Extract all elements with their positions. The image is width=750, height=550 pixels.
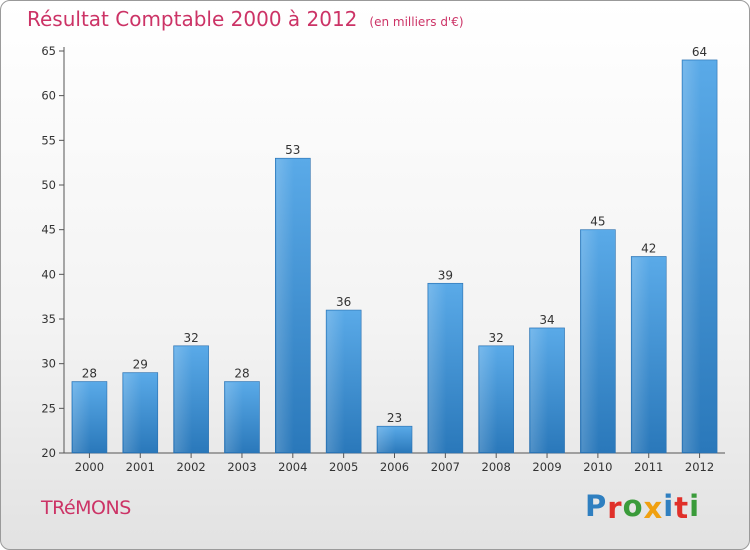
bar-highlight — [683, 60, 701, 452]
logo-letter: i — [663, 489, 675, 523]
x-tick-label: 2010 — [583, 460, 612, 474]
bar-value-label: 36 — [336, 295, 351, 309]
bar-value-label: 42 — [641, 241, 656, 255]
x-tick-label: 2012 — [685, 460, 714, 474]
x-tick-label: 2008 — [482, 460, 511, 474]
bar-highlight — [378, 427, 396, 452]
bar-highlight — [581, 230, 599, 452]
bar-value-label: 64 — [692, 45, 707, 59]
bar-highlight — [479, 346, 498, 452]
x-tick-label: 2007 — [431, 460, 460, 474]
bar-value-label: 28 — [234, 367, 249, 381]
logo-letter: t — [674, 491, 690, 525]
y-tick-label: 25 — [41, 401, 56, 415]
bar-highlight — [72, 382, 91, 452]
y-tick-label: 65 — [41, 44, 56, 58]
bar-value-label: 29 — [133, 358, 148, 372]
x-tick-label: 2004 — [278, 460, 307, 474]
bar-value-label: 32 — [183, 331, 198, 345]
bar-highlight — [530, 328, 549, 452]
y-tick-label: 30 — [41, 357, 56, 371]
y-tick-label: 60 — [41, 89, 56, 103]
bar-value-label: 32 — [489, 331, 504, 345]
x-tick-label: 2003 — [227, 460, 256, 474]
bar-value-label: 23 — [387, 411, 402, 425]
x-tick-label: 2005 — [329, 460, 358, 474]
logo-letter: P — [585, 489, 608, 523]
bar-highlight — [174, 346, 193, 452]
y-tick-label: 20 — [41, 446, 56, 460]
x-tick-label: 2001 — [126, 460, 155, 474]
x-tick-label: 2011 — [634, 460, 663, 474]
logo-letter: r — [607, 491, 623, 525]
y-tick-label: 55 — [41, 133, 56, 147]
y-tick-label: 35 — [41, 312, 56, 326]
y-tick-label: 50 — [41, 178, 56, 192]
bar-value-label: 53 — [285, 143, 300, 157]
bar-highlight — [632, 257, 650, 452]
bar-value-label: 28 — [82, 367, 97, 381]
x-tick-label: 2000 — [75, 460, 104, 474]
bar-highlight — [123, 373, 142, 452]
proxiti-logo[interactable]: Proxiti — [585, 489, 701, 525]
y-tick-label: 40 — [41, 267, 56, 281]
logo-letter: i — [689, 489, 701, 523]
x-tick-label: 2002 — [176, 460, 205, 474]
x-tick-label: 2009 — [532, 460, 561, 474]
bar-highlight — [225, 382, 243, 452]
logo-letter: o — [622, 489, 644, 523]
bar-highlight — [327, 311, 345, 452]
y-tick-label: 45 — [41, 223, 56, 237]
bar-highlight — [428, 284, 447, 452]
bar-value-label: 39 — [438, 268, 453, 282]
x-tick-label: 2006 — [380, 460, 409, 474]
chart-title: Résultat Comptable 2000 à 2012 — [27, 7, 358, 31]
bar-value-label: 45 — [590, 215, 605, 229]
logo-letter: x — [643, 491, 664, 525]
bar-value-label: 34 — [539, 313, 554, 327]
bar-highlight — [276, 159, 294, 452]
chart-subtitle: (en milliers d'€) — [369, 15, 464, 29]
commune-name: TRéMONS — [41, 497, 131, 519]
title-row: Résultat Comptable 2000 à 2012 (en millie… — [27, 7, 464, 31]
